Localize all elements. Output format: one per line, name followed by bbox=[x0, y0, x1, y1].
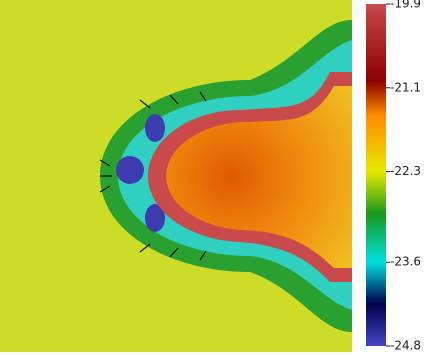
colorbar-tick-label: -23.6 bbox=[390, 255, 421, 269]
colorbar-scale bbox=[366, 4, 386, 346]
colorbar-tick-label: -22.3 bbox=[390, 164, 421, 178]
colorbar: -19.9 -21.1 -22.3 -23.6 -24.8 bbox=[366, 0, 421, 353]
colorbar-tick-label: -19.9 bbox=[390, 0, 421, 11]
field bbox=[0, 0, 352, 352]
colorbar-tick-label: -21.1 bbox=[390, 80, 421, 94]
colorbar-tick-label: -24.8 bbox=[390, 339, 421, 353]
